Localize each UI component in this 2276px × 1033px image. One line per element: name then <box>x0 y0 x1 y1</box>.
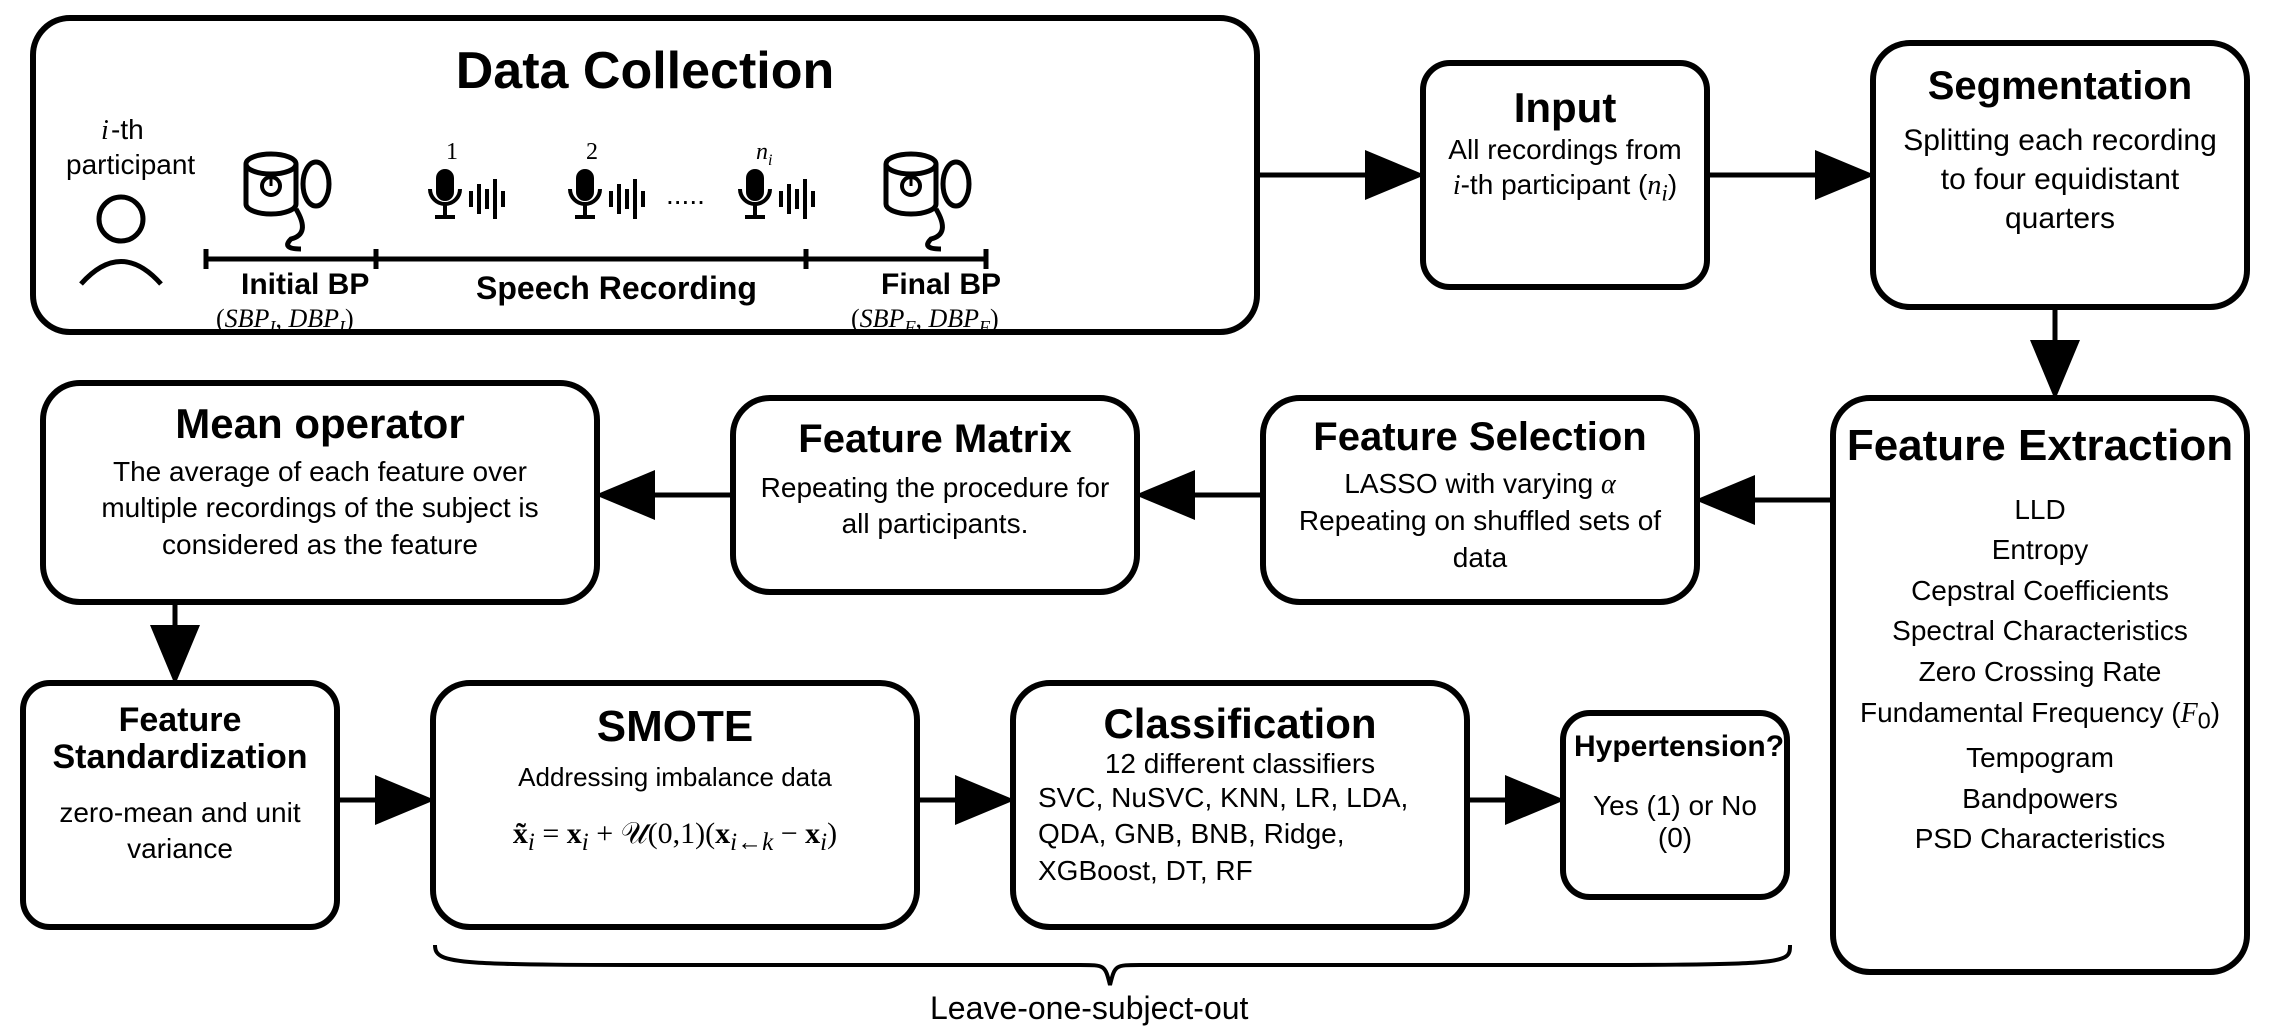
box-feature-extraction: Feature Extraction LLDEntropyCepstral Co… <box>1830 395 2250 975</box>
mic-index-2: 2 <box>586 139 598 165</box>
box-feature-standardization: Feature Standardization zero-mean and un… <box>20 680 340 930</box>
bp-device-initial-icon <box>246 154 329 249</box>
body-feature-standardization: zero-mean and unit variance <box>36 795 324 868</box>
brace <box>435 945 1790 985</box>
smote-formula: x̃i = xi + 𝒰(0,1)(xi←k − xi) <box>450 817 900 857</box>
title-feature-standardization: Feature Standardization <box>36 702 324 777</box>
box-input: Input All recordings from i-th participa… <box>1420 60 1710 290</box>
mic-dots: ..... <box>666 179 705 210</box>
body-feature-selection: LASSO with varying α Repeating on shuffl… <box>1278 466 1682 576</box>
data-collection-illustration: i -th participant Initial BP (SBPI, DBPI… <box>56 109 1236 339</box>
box-mean-operator: Mean operator The average of each featur… <box>40 380 600 605</box>
title-mean-operator: Mean operator <box>64 400 576 448</box>
box-feature-selection: Feature Selection LASSO with varying α R… <box>1260 395 1700 605</box>
feature-extraction-item: Spectral Characteristics <box>1846 611 2234 652</box>
body-classification-line2: SVC, NuSVC, KNN, LR, LDA, QDA, GNB, BNB,… <box>1032 780 1448 889</box>
box-classification: Classification 12 different classifiers … <box>1010 680 1470 930</box>
mic-icon-n <box>740 169 770 217</box>
feature-extraction-item: Bandpowers <box>1846 779 2234 820</box>
feature-extraction-item: LLD <box>1846 490 2234 531</box>
box-segmentation: Segmentation Splitting each recording to… <box>1870 40 2250 310</box>
body-classification-line1: 12 different classifiers <box>1032 748 1448 780</box>
waveform-icon-1 <box>471 179 503 219</box>
title-classification: Classification <box>1032 700 1448 748</box>
title-smote: SMOTE <box>450 702 900 752</box>
box-data-collection: Data Collection i -th participant Initia… <box>30 15 1260 335</box>
title-hypertension: Hypertension? <box>1574 730 1776 764</box>
box-feature-matrix: Feature Matrix Repeating the procedure f… <box>730 395 1140 595</box>
initial-bp-sub: (SBPI, DBPI) <box>216 304 354 337</box>
mic-icon-2 <box>570 169 600 217</box>
speech-recording-label: Speech Recording <box>476 270 757 306</box>
participant-label: participant <box>66 149 195 180</box>
body-hypertension: Yes (1) or No (0) <box>1574 790 1776 854</box>
body-mean-operator: The average of each feature over multipl… <box>64 454 576 563</box>
body-segmentation: Splitting each recording to four equidis… <box>1890 121 2230 238</box>
feature-extraction-item: Tempogram <box>1846 738 2234 779</box>
body-input: All recordings from i-th participant (ni… <box>1438 132 1692 209</box>
box-smote: SMOTE Addressing imbalance data x̃i = xi… <box>430 680 920 930</box>
title-input: Input <box>1438 84 1692 132</box>
mic-index-n: ni <box>756 139 772 169</box>
person-head-icon <box>99 197 143 241</box>
waveform-icon-2 <box>611 179 643 219</box>
ith-label: i <box>101 115 109 146</box>
feature-extraction-items: LLDEntropyCepstral CoefficientsSpectral … <box>1846 490 2234 860</box>
mic-index-1: 1 <box>446 139 458 165</box>
feature-extraction-item: Cepstral Coefficients <box>1846 571 2234 612</box>
feature-extraction-item: PSD Characteristics <box>1846 819 2234 860</box>
bp-device-final-icon <box>886 154 969 249</box>
title-data-collection: Data Collection <box>56 41 1234 101</box>
mic-icon-1 <box>430 169 460 217</box>
title-feature-extraction: Feature Extraction <box>1846 421 2234 472</box>
feature-extraction-item: Entropy <box>1846 530 2234 571</box>
waveform-icon-n <box>781 179 813 219</box>
feature-extraction-item: Fundamental Frequency (F0) <box>1846 693 2234 738</box>
title-feature-matrix: Feature Matrix <box>752 417 1118 462</box>
ith-suffix: -th <box>111 114 144 145</box>
title-feature-selection: Feature Selection <box>1278 415 1682 460</box>
final-bp-label: Final BP <box>881 268 1001 301</box>
final-bp-sub: (SBPF, DBPF) <box>851 304 999 337</box>
initial-bp-label: Initial BP <box>241 268 369 301</box>
body-smote-line1: Addressing imbalance data <box>450 762 900 793</box>
person-body-icon <box>81 262 161 285</box>
brace-label: Leave-one-subject-out <box>930 990 1248 1027</box>
box-hypertension: Hypertension? Yes (1) or No (0) <box>1560 710 1790 900</box>
title-segmentation: Segmentation <box>1890 64 2230 109</box>
body-feature-matrix: Repeating the procedure for all particip… <box>752 470 1118 543</box>
feature-extraction-item: Zero Crossing Rate <box>1846 652 2234 693</box>
